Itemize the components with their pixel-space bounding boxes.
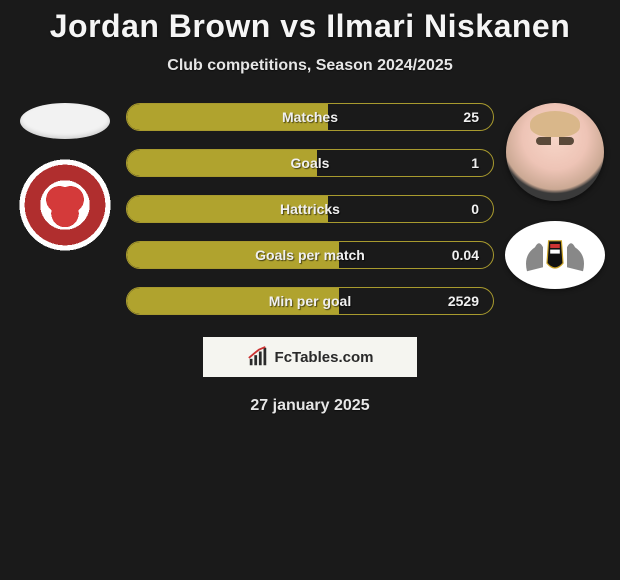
page-title: Jordan Brown vs Ilmari Niskanen [0,8,620,45]
subtitle: Club competitions, Season 2024/2025 [0,57,620,75]
stat-row: Matches 25 [126,103,494,131]
stat-value: 25 [463,109,479,125]
stat-row: Hattricks 0 [126,195,494,223]
exeter-crest-icon [515,228,595,282]
stat-value: 0 [471,201,479,217]
player-left-column [10,103,120,251]
stats-column: Matches 25 Goals 1 Hattricks 0 Goals per match… [120,103,500,315]
club-crest-left [19,159,111,251]
stat-label: Min per goal [269,293,351,309]
comparison-card: Jordan Brown vs Ilmari Niskanen Club com… [0,0,620,415]
main-row: Matches 25 Goals 1 Hattricks 0 Goals per match… [0,103,620,315]
player-left-avatar [20,103,110,139]
stat-value: 0.04 [452,247,479,263]
stat-row: Goals 1 [126,149,494,177]
stat-row: Goals per match 0.04 [126,241,494,269]
player-right-column [500,103,610,289]
stat-value: 1 [471,155,479,171]
stat-label: Goals per match [255,247,365,263]
stat-value: 2529 [448,293,479,309]
stat-label: Matches [282,109,338,125]
stat-fill [127,150,317,176]
chart-icon [247,346,269,368]
club-crest-right [505,221,605,289]
source-label: FcTables.com [275,349,374,366]
stat-label: Hattricks [280,201,340,217]
player-right-avatar [506,103,604,201]
stat-label: Goals [291,155,330,171]
stat-row: Min per goal 2529 [126,287,494,315]
date-label: 27 january 2025 [0,397,620,415]
source-badge: FcTables.com [203,337,417,377]
